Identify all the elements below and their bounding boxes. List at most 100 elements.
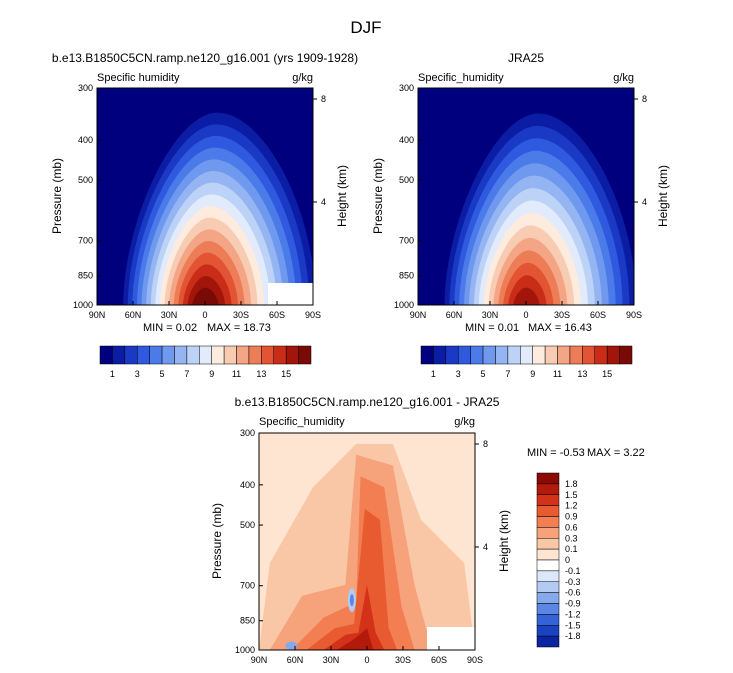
colorbar-box	[248, 345, 262, 365]
colorbar-box	[174, 345, 188, 365]
y-tick-label: 850	[78, 271, 93, 281]
colorbar-label: 1	[110, 369, 115, 379]
x-tick-label: 60S	[269, 310, 285, 320]
x-tick-label: 30N	[482, 310, 499, 320]
y2-tick-label: 8	[483, 439, 488, 449]
colorbar-box	[536, 559, 560, 572]
colorbar-label: -0.1	[565, 566, 581, 576]
colorbar-box	[445, 345, 459, 365]
x-tick-label: 90N	[89, 310, 106, 320]
panel-difference: b.e13.B1850C5CN.ramp.ne120_g16.001 - JRA…	[210, 395, 645, 665]
y-tick-label: 500	[399, 175, 414, 185]
panel-model-colorbar: 1 3 5 7 9 11 13 15	[99, 345, 312, 379]
colorbar-box	[619, 345, 633, 365]
y-tick-label: 400	[240, 480, 255, 490]
panel-reanalysis-ylabel: Pressure (mb)	[371, 158, 385, 234]
y-tick-label: 700	[78, 236, 93, 246]
colorbar-box	[544, 345, 558, 365]
colorbar-box	[433, 345, 447, 365]
panel-model-ylabel: Pressure (mb)	[50, 158, 64, 234]
colorbar-box	[470, 345, 484, 365]
x-tick-label: 30S	[395, 655, 411, 665]
panel-reanalysis: JRA25 Specific_humidity g/kg 90N 60N 30N 0 3…	[371, 51, 670, 379]
colorbar-box	[536, 603, 560, 615]
colorbar-box	[536, 483, 560, 495]
colorbar-box	[99, 345, 113, 365]
colorbar-label: 13	[256, 369, 266, 379]
y-tick-label: 700	[240, 581, 255, 591]
x-tick-label: 60N	[446, 310, 463, 320]
colorbar-box	[495, 345, 509, 365]
x-tick-label: 60N	[287, 655, 304, 665]
colorbar-box	[236, 345, 250, 365]
contour-band	[513, 287, 540, 305]
colorbar-box	[124, 345, 138, 365]
colorbar-label: 0.1	[565, 544, 578, 554]
colorbar-box	[482, 345, 496, 365]
colorbar-box	[606, 345, 620, 365]
y2-tick-label: 8	[642, 94, 647, 104]
x-tick-label: 30N	[161, 310, 178, 320]
colorbar-label: -1.2	[565, 609, 581, 619]
y2-tick-label: 4	[642, 197, 647, 207]
colorbar-box	[557, 345, 571, 365]
colorbar-box	[536, 635, 560, 648]
colorbar-label: 0.6	[565, 522, 578, 532]
x-tick-label: 60S	[431, 655, 447, 665]
y-tick-label: 1000	[235, 645, 255, 655]
panel-difference-left-label: Specific_humidity	[259, 416, 345, 428]
colorbar-box	[536, 538, 560, 550]
colorbar-box	[536, 592, 560, 604]
y-tick-label: 300	[78, 83, 93, 93]
colorbar-box	[594, 345, 608, 365]
panel-reanalysis-axes: 90N 60N 30N 0 30S 60S 90S 300 400 500 700 850 1000 8 4	[394, 83, 647, 320]
panel-difference-right-label: g/kg	[454, 416, 475, 428]
colorbar-label: 11	[553, 369, 562, 379]
x-tick-label: 30N	[323, 655, 340, 665]
y-tick-label: 850	[240, 616, 255, 626]
panel-model-max: MAX = 18.73	[207, 322, 271, 334]
panel-reanalysis-y2label: Height (km)	[656, 165, 670, 227]
colorbar-box	[136, 345, 150, 365]
contour-band	[336, 628, 374, 650]
colorbar-box	[569, 345, 583, 365]
y2-tick-label: 4	[483, 542, 488, 552]
figure-title: DJF	[350, 18, 381, 37]
colorbar-label: 5	[160, 369, 165, 379]
colorbar-box	[261, 345, 275, 365]
colorbar-label: 15	[602, 369, 612, 379]
colorbar-label: 1	[431, 369, 436, 379]
colorbar-label: 15	[281, 369, 291, 379]
colorbar-label: 5	[481, 369, 486, 379]
colorbar-box	[186, 345, 200, 365]
x-tick-label: 90N	[251, 655, 268, 665]
x-tick-label: 30S	[554, 310, 570, 320]
colorbar-box	[536, 494, 560, 506]
panel-model-title: b.e13.B1850C5CN.ramp.ne120_g16.001 (yrs …	[52, 51, 358, 65]
panel-difference-max: MAX = 3.22	[587, 447, 645, 459]
colorbar-box	[149, 345, 163, 365]
panel-reanalysis-left-label: Specific_humidity	[418, 72, 504, 84]
panel-difference-ylabel: Pressure (mb)	[210, 503, 224, 579]
panel-reanalysis-max: MAX = 16.43	[528, 322, 592, 334]
panel-model-min: MIN = 0.02	[143, 322, 197, 334]
colorbar-label: -0.9	[565, 599, 581, 609]
colorbar-label: 0	[565, 555, 570, 565]
panel-reanalysis-field	[444, 113, 634, 305]
panel-model-missing	[268, 283, 313, 305]
colorbar-box	[536, 625, 560, 637]
panel-model: b.e13.B1850C5CN.ramp.ne120_g16.001 (yrs …	[50, 51, 358, 379]
panel-difference-axes: 90N 60N 30N 0 30S 60S 90S 300 400 500 700 850 1000 8 4	[235, 428, 488, 665]
panel-model-field	[123, 112, 313, 305]
negative-contour	[349, 594, 354, 607]
colorbar-label: 1.8	[565, 479, 578, 489]
x-tick-label: 90S	[626, 310, 642, 320]
colorbar-box	[112, 345, 126, 365]
y-tick-label: 400	[78, 135, 93, 145]
contour-band	[323, 584, 385, 650]
colorbar-box	[536, 548, 560, 561]
colorbar-label: 3	[135, 369, 140, 379]
panel-reanalysis-title: JRA25	[508, 51, 544, 65]
x-tick-label: 0	[364, 655, 369, 665]
panel-reanalysis-colorbar: 1 3 5 7 9 11 13 15	[420, 345, 633, 379]
